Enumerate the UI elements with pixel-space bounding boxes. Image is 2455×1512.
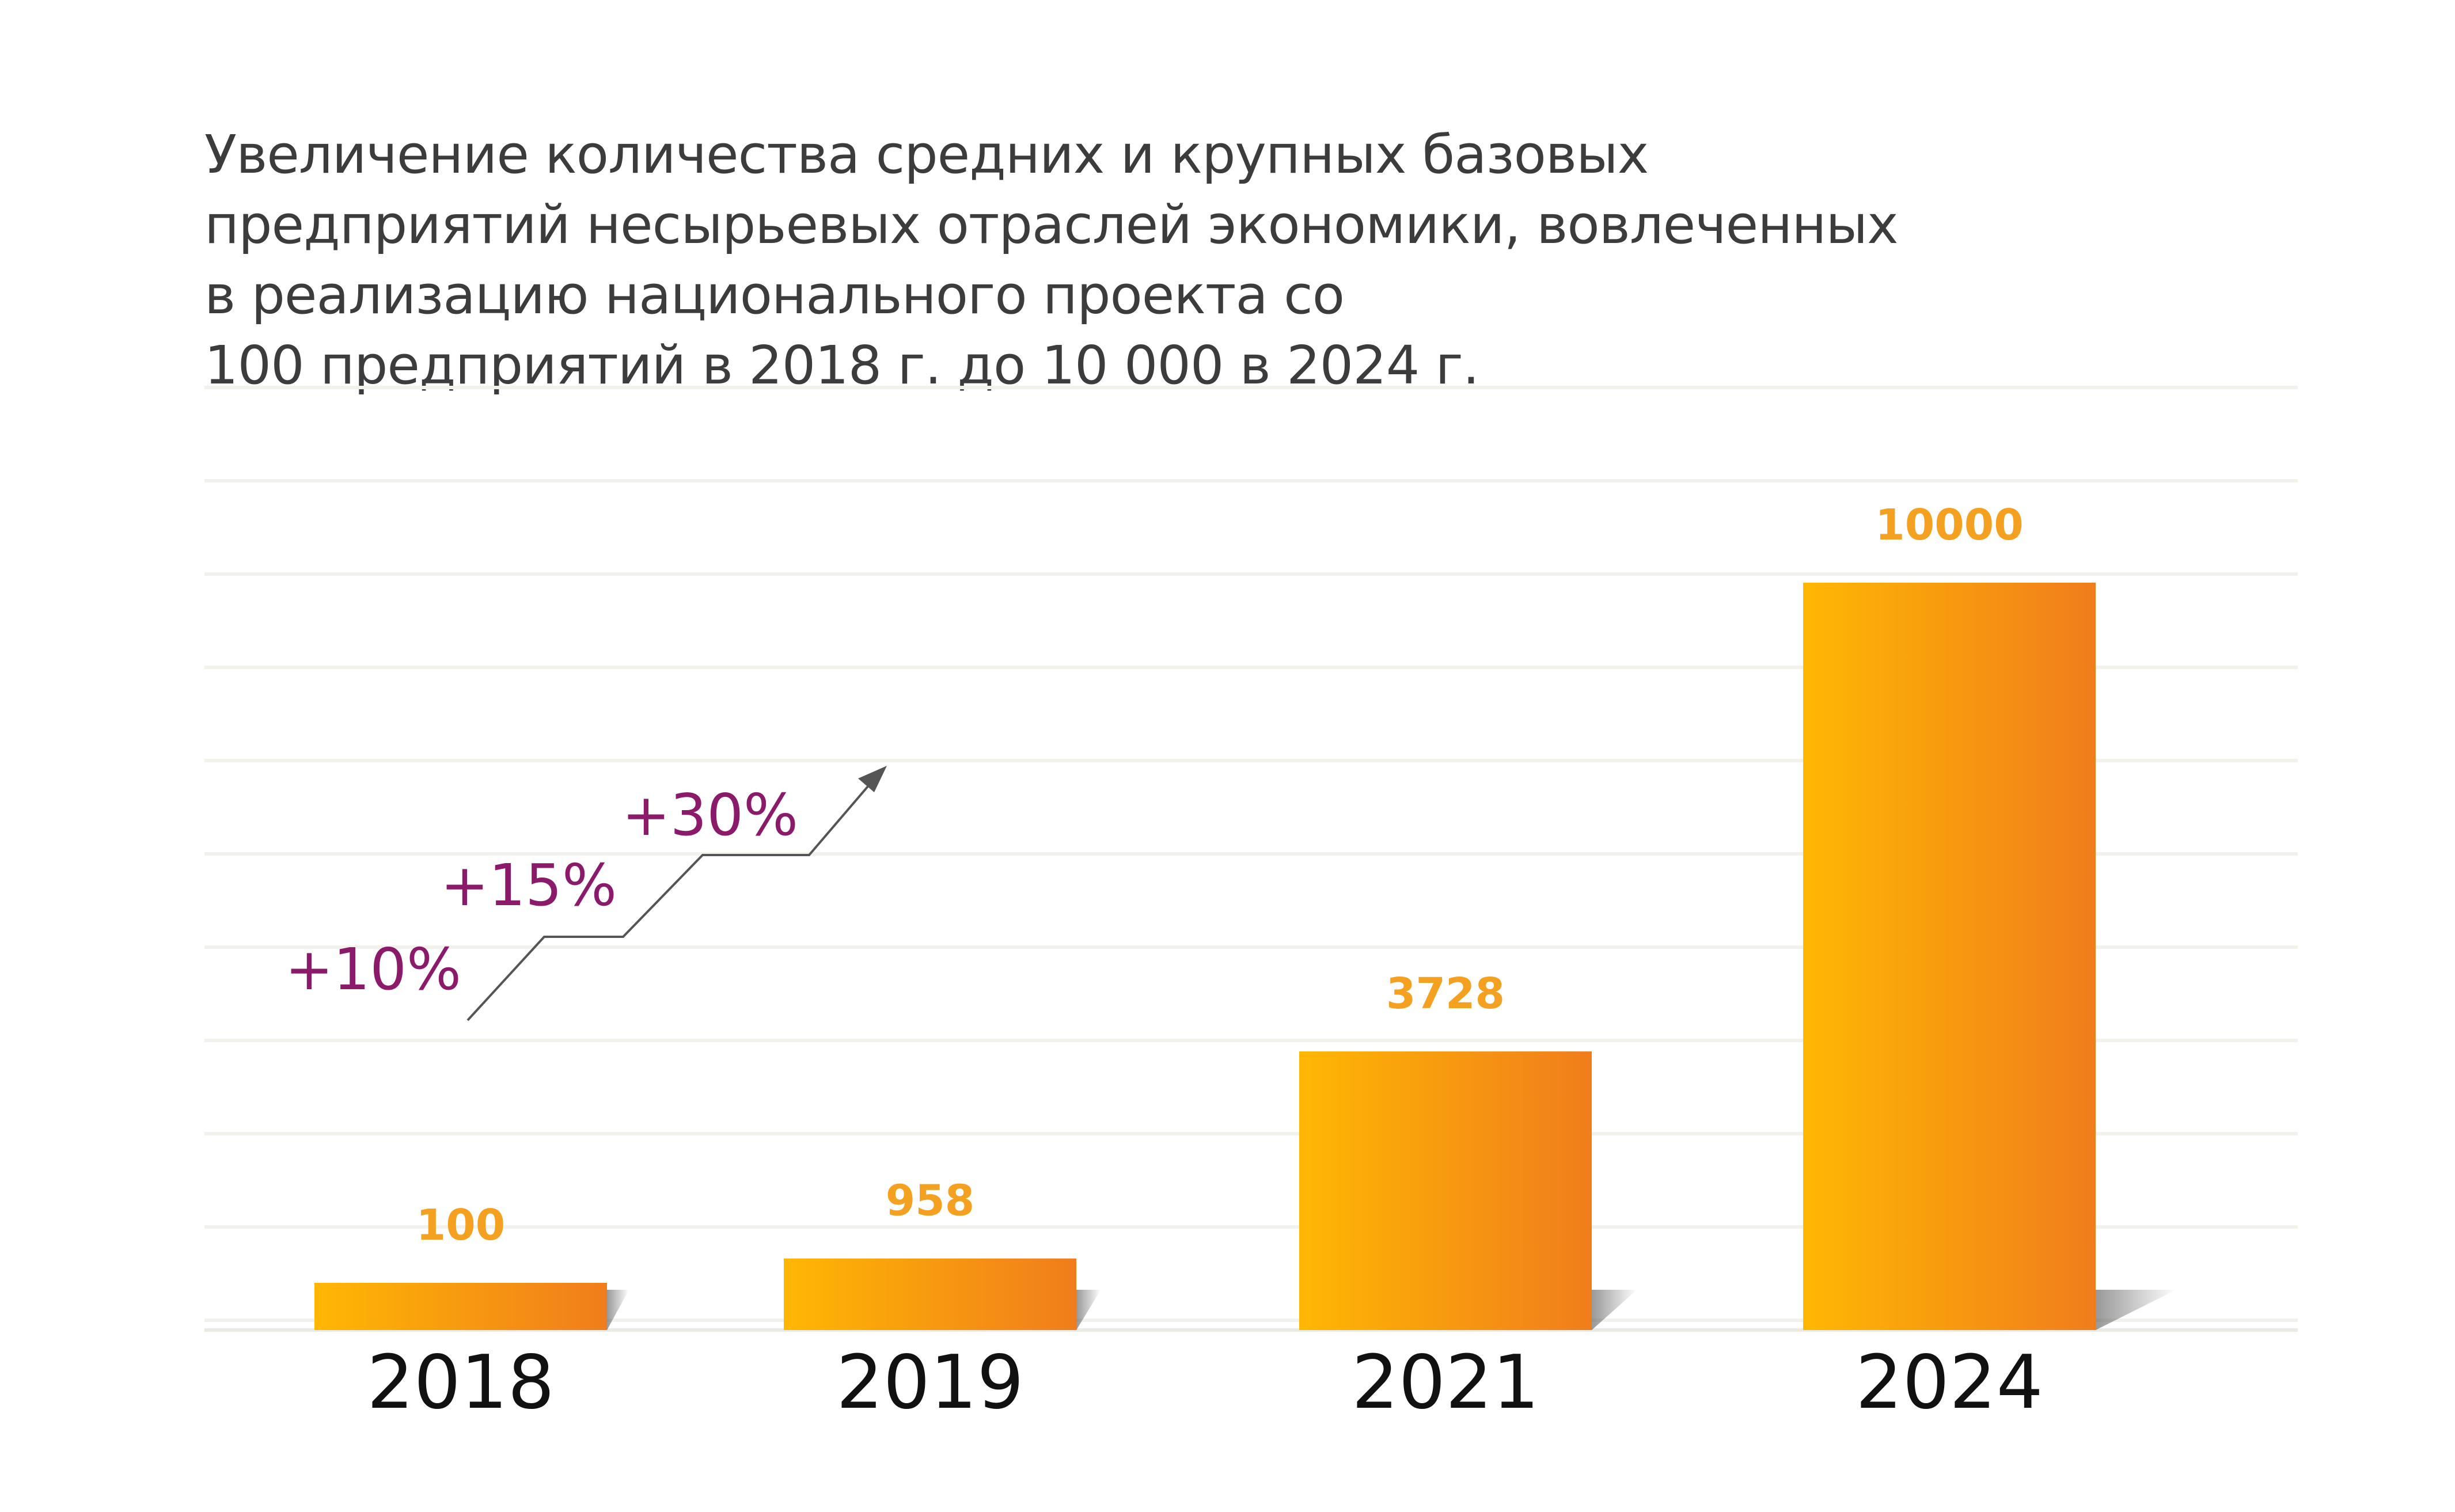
x-tick-label-2024: 2024: [1856, 1340, 2043, 1426]
chart-title-line-1: Увеличение количества средних и крупных …: [204, 124, 1649, 185]
value-label-2019: 958: [886, 1176, 974, 1226]
growth-arrow-line: [466, 782, 872, 1021]
growth-arrow-head-icon: [858, 766, 887, 792]
bar-shadow: [1076, 1290, 1101, 1330]
value-label-2021: 3728: [1386, 969, 1505, 1019]
bar-shadow: [1592, 1290, 1637, 1330]
bar-2018: [314, 1283, 607, 1330]
bars: [314, 583, 2096, 1330]
x-tick-label-2019: 2019: [836, 1340, 1024, 1426]
x-tick-label-2021: 2021: [1352, 1340, 1539, 1426]
growth-arrow: [466, 766, 887, 1021]
bar-2024: [1803, 583, 2096, 1330]
growth-label-10: +10%: [285, 936, 461, 1003]
bar-2021: [1299, 1051, 1592, 1330]
x-tick-labels: 2018 2019 2021 2024: [367, 1340, 2043, 1426]
x-tick-label-2018: 2018: [367, 1340, 555, 1426]
bar-shadows: [607, 1290, 2176, 1330]
growth-label-15: +15%: [441, 852, 617, 919]
value-labels: 100 958 3728 10000: [416, 500, 2024, 1250]
bar-shadow: [607, 1290, 629, 1330]
chart-title-line-3: в реализацию национального проекта со: [204, 264, 1345, 326]
bar-2019: [784, 1258, 1076, 1330]
value-label-2024: 10000: [1875, 500, 2023, 550]
bar-shadow: [2096, 1290, 2176, 1330]
value-label-2018: 100: [416, 1201, 505, 1250]
growth-label-30: +30%: [622, 781, 798, 849]
chart-title-line-2: предприятий несырьевых отраслей экономик…: [204, 194, 1899, 256]
